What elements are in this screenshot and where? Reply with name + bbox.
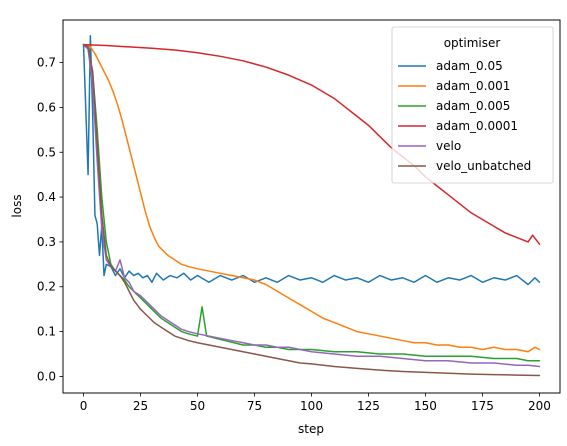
x-axis: 0 25 50 75 100 125 150 175 200 xyxy=(80,393,551,413)
x-tick-label: 50 xyxy=(190,399,205,413)
series-line-adam-0-05 xyxy=(82,34,541,286)
series-line-adam-0-0001 xyxy=(82,43,541,245)
x-tick-label: 150 xyxy=(414,399,437,413)
series-line-velo-unbatched xyxy=(82,43,541,377)
y-axis: 0.0 0.1 0.2 0.3 0.4 0.5 0.6 0.7 xyxy=(37,56,63,383)
series-layer xyxy=(82,34,541,377)
x-tick-label: 125 xyxy=(357,399,380,413)
y-tick-label: 0.6 xyxy=(37,100,56,114)
x-tick-label: 75 xyxy=(247,399,262,413)
legend-label-adam-0-05: adam_0.05 xyxy=(436,59,503,73)
x-tick-label: 100 xyxy=(300,399,323,413)
x-tick-label: 25 xyxy=(133,399,148,413)
y-tick-label: 0.4 xyxy=(37,190,56,204)
x-axis-label: step xyxy=(298,422,324,436)
y-tick-label: 0.2 xyxy=(37,280,56,294)
x-tick-label: 200 xyxy=(528,399,551,413)
legend-label-velo-unbatched: velo_unbatched xyxy=(436,159,531,173)
y-tick-label: 0.7 xyxy=(37,56,56,70)
legend-box xyxy=(391,26,554,184)
series-line-adam-0-001 xyxy=(82,43,541,353)
y-tick-label: 0.0 xyxy=(37,369,56,383)
legend-entries: adam_0.05 adam_0.001 adam_0.005 adam_0.0001… xyxy=(398,59,531,173)
legend-label-adam-0-0001: adam_0.0001 xyxy=(436,119,518,133)
legend-label-adam-0-001: adam_0.001 xyxy=(436,79,510,93)
legend-label-adam-0-005: adam_0.005 xyxy=(436,99,510,113)
legend: optimiser adam_0.05adam_0.001adam_0.005a… xyxy=(391,26,554,184)
y-tick-label: 0.5 xyxy=(37,145,56,159)
x-tick-label: 0 xyxy=(80,399,88,413)
plot-frame xyxy=(62,19,561,394)
y-axis-label: loss xyxy=(10,194,24,217)
legend-title: optimiser xyxy=(444,36,501,50)
y-tick-label: 0.1 xyxy=(37,325,56,339)
y-tick-label: 0.3 xyxy=(37,235,56,249)
x-tick-label: 175 xyxy=(471,399,494,413)
legend-label-velo: velo xyxy=(436,139,461,153)
